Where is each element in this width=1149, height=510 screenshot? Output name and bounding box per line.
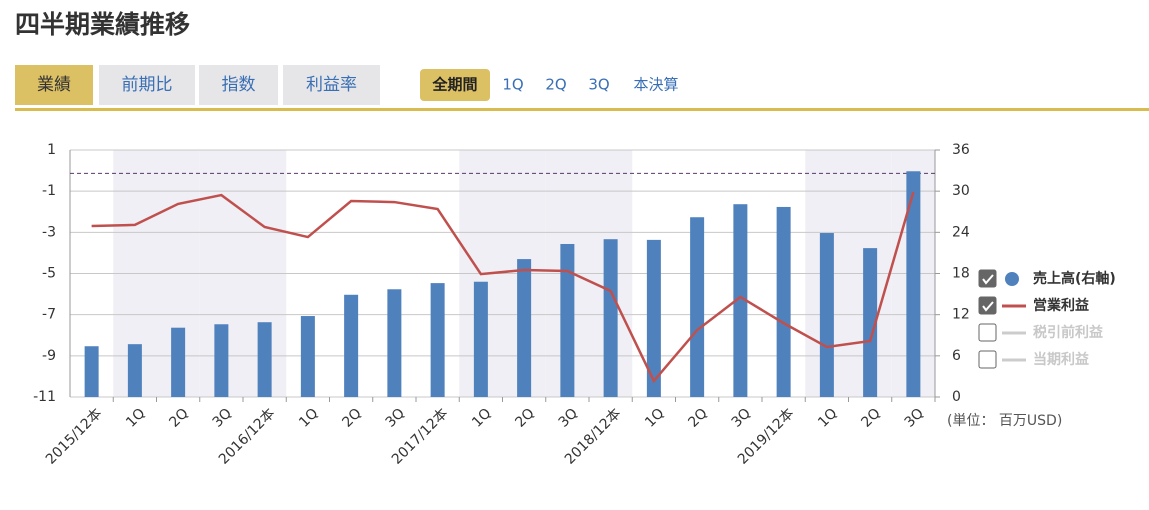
y2-tick-label: 24 — [952, 224, 970, 240]
bar — [214, 324, 229, 397]
y-tick-label: -5 — [42, 266, 56, 282]
x-tick-label: 3Q — [383, 405, 408, 430]
legend-swatch — [1005, 272, 1019, 286]
check-mark — [982, 301, 994, 312]
y-tick-label: -1 — [42, 183, 56, 199]
legend-checkbox[interactable] — [978, 350, 997, 369]
bar — [344, 294, 359, 397]
tab[interactable] — [283, 65, 380, 105]
legend-checkbox[interactable] — [978, 269, 997, 288]
y-tick-label: -9 — [42, 348, 56, 364]
bar — [387, 289, 402, 397]
y-tick-label: -11 — [33, 389, 56, 405]
bar — [171, 327, 186, 397]
bar — [300, 316, 315, 397]
x-tick-label: 1Q — [123, 405, 148, 430]
x-tick-label: 3Q — [210, 405, 235, 430]
x-tick-label: 1Q — [469, 405, 494, 430]
period-filter[interactable]: 1Q — [502, 76, 523, 94]
filter-active[interactable] — [420, 69, 490, 101]
y-tick-label: -7 — [42, 307, 56, 323]
x-tick-label: 1Q — [815, 405, 840, 430]
y2-tick-label: 0 — [952, 389, 961, 405]
bar — [906, 171, 921, 397]
period-filter[interactable]: 3Q — [588, 76, 609, 94]
bar — [646, 239, 661, 397]
divider — [15, 108, 1149, 111]
legend-checkbox[interactable] — [978, 296, 997, 315]
x-tick-label: 2Q — [339, 405, 364, 430]
x-tick-label: 1Q — [296, 405, 321, 430]
y2-tick-label: 36 — [952, 142, 970, 158]
legend-checkbox[interactable] — [978, 323, 997, 342]
bar — [733, 204, 748, 397]
period-filter[interactable]: 本決算 — [633, 76, 678, 94]
y-tick-label: -3 — [42, 224, 56, 240]
x-tick-label: 2Q — [685, 405, 710, 430]
tab[interactable] — [199, 65, 278, 105]
bar — [84, 346, 99, 397]
bar — [473, 281, 488, 397]
bar — [603, 239, 618, 397]
check-mark — [982, 274, 994, 285]
x-tick-label: 2Q — [166, 405, 191, 430]
x-tick-label: 3Q — [902, 405, 927, 430]
x-tick-label: 2015/12本 — [43, 405, 105, 467]
y-tick-label: 1 — [47, 142, 56, 158]
legend-label[interactable]: 営業利益 — [1033, 297, 1089, 314]
bar — [863, 248, 878, 397]
tab-label[interactable]: 指数 — [222, 75, 256, 95]
tab-label[interactable]: 業績 — [37, 75, 71, 95]
legend-label[interactable]: 売上高(右軸) — [1033, 270, 1116, 287]
y2-tick-label: 12 — [952, 307, 970, 323]
legend-label[interactable]: 当期利益 — [1033, 351, 1089, 368]
y2-tick-label: 6 — [952, 348, 961, 364]
x-tick-label: 2Q — [512, 405, 537, 430]
x-tick-label: 2Q — [858, 405, 883, 430]
bar — [517, 259, 532, 397]
x-tick-label: 3Q — [556, 405, 581, 430]
bar — [257, 322, 272, 397]
tab-label[interactable]: 利益率 — [306, 75, 357, 95]
tabs: 業績 前期比 指数 利益率 全期間 1Q 2Q 3Q 本決算 — [15, 65, 679, 105]
y2-tick-label: 18 — [952, 266, 970, 282]
unit-label: (単位： 百万USD) — [947, 413, 1062, 429]
tab-label[interactable]: 前期比 — [122, 75, 173, 95]
page-title: 四半期業績推移 — [15, 10, 190, 39]
bar — [690, 217, 705, 397]
bar — [560, 243, 575, 397]
tab[interactable] — [99, 65, 195, 105]
y2-tick-label: 30 — [952, 183, 970, 199]
x-tick-label: 3Q — [729, 405, 754, 430]
bar — [819, 233, 834, 397]
bar — [430, 283, 445, 397]
bar — [776, 206, 791, 397]
legend-label[interactable]: 税引前利益 — [1033, 324, 1103, 341]
x-tick-label: 1Q — [642, 405, 667, 430]
period-filter[interactable]: 全期間 — [431, 76, 477, 94]
tab[interactable] — [15, 65, 93, 105]
line — [91, 191, 915, 384]
bar — [127, 344, 142, 397]
period-filter[interactable]: 2Q — [545, 76, 566, 94]
chart: 1 -1 -3 -5 -7 -9 -11 36 30 24 18 12 6 0 2015/12本 1Q 2Q 3Q… — [33, 142, 1116, 468]
